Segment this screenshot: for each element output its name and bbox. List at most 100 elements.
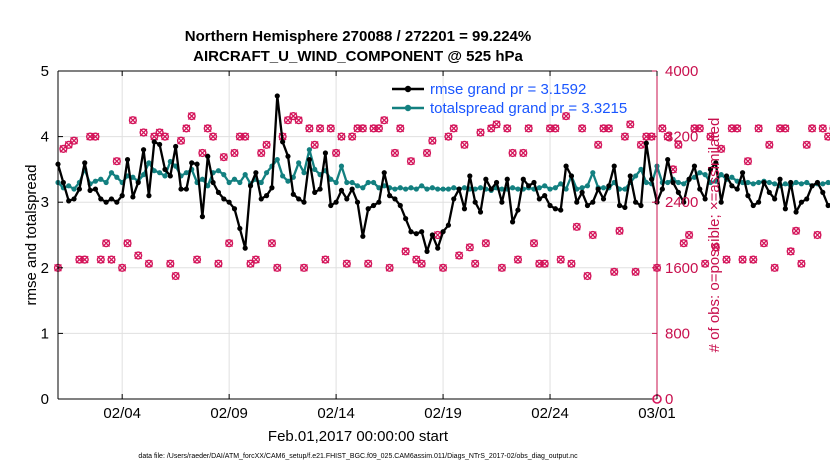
legend-entry-totalspread: totalspread grand pr = 3.3215 <box>392 100 627 117</box>
obs-assimilated-point <box>765 140 774 149</box>
obs-possible-point <box>332 148 341 158</box>
obs-possible-point <box>396 124 405 133</box>
y-left-tick-label: 4 <box>41 129 49 146</box>
rmse-point <box>461 206 468 212</box>
obs-assimilated-point <box>583 272 592 280</box>
totalspread-point <box>766 179 772 186</box>
obs-possible-point <box>663 132 672 141</box>
obs-assimilated-point <box>134 251 143 260</box>
obs-possible-point <box>818 124 827 133</box>
rmse-point <box>665 156 671 163</box>
obs-assimilated-point <box>64 140 73 149</box>
obs-possible-point <box>684 230 694 240</box>
obs-assimilated-point <box>439 263 447 272</box>
totalspread-point <box>584 183 591 189</box>
rmse-point <box>338 187 345 193</box>
obs-possible-point <box>481 239 490 248</box>
rmse-point <box>312 189 318 195</box>
totalspread-point <box>370 179 377 186</box>
totalspread-point <box>590 170 596 176</box>
totalspread-point <box>242 172 248 178</box>
rmse-point <box>595 186 601 192</box>
obs-possible-point <box>176 136 186 145</box>
obs-assimilated-point <box>182 124 191 133</box>
rmse-point <box>301 199 307 205</box>
obs-assimilated-point <box>572 222 581 231</box>
rmse-point <box>531 179 537 186</box>
rmse-point <box>606 183 612 189</box>
y-left-tick-label: 5 <box>41 63 49 80</box>
obs-possible-point <box>321 255 330 264</box>
obs-assimilated-point <box>252 255 260 264</box>
totalspread-point <box>146 160 152 166</box>
rmse-point <box>247 183 254 189</box>
rmse-point <box>520 176 526 182</box>
totalspread-point <box>403 186 409 192</box>
obs-assimilated-point <box>112 157 121 166</box>
obs-possible-point <box>112 157 121 166</box>
obs-possible-point <box>807 124 817 133</box>
rmse-point <box>408 229 414 235</box>
obs-possible-point <box>455 251 464 260</box>
totalspread-point <box>477 185 484 191</box>
rmse-point <box>809 183 815 189</box>
y-axis-right-label: # of obs: o=possible; ×=assimilated <box>706 118 723 353</box>
obs-assimilated-point <box>508 149 517 157</box>
obs-assimilated-point <box>813 231 822 239</box>
obs-possible-point <box>727 124 736 133</box>
obs-assimilated-point <box>380 116 389 125</box>
rmse-point <box>627 173 633 179</box>
obs-possible-point <box>599 124 608 133</box>
rmse-point <box>386 193 393 199</box>
obs-assimilated-point <box>792 227 800 235</box>
rmse-point <box>793 209 799 215</box>
obs-possible-point <box>626 120 635 129</box>
rmse-point <box>424 248 430 254</box>
rmse-point <box>269 185 275 191</box>
obs-assimilated-point <box>145 259 153 268</box>
obs-assimilated-point <box>171 272 180 280</box>
totalspread-point <box>344 179 350 186</box>
obs-possible-point <box>631 267 640 277</box>
obs-assimilated-point <box>342 259 351 268</box>
rmse-point <box>718 199 724 205</box>
obs-assimilated-point <box>717 145 726 153</box>
legend-entry-rmse: rmse grand pr = 3.1592 <box>392 81 586 98</box>
obs-possible-point <box>802 140 811 149</box>
obs-assimilated-point <box>514 255 522 264</box>
obs-assimilated-point <box>209 132 217 141</box>
totalspread-point <box>419 183 425 189</box>
rmse-point <box>691 163 698 169</box>
rmse-point <box>381 170 387 176</box>
obs-possible-point <box>545 124 555 133</box>
y-right-tick-label: 4000 <box>665 63 698 80</box>
rmse-point <box>675 189 681 195</box>
obs-possible-point <box>465 243 474 252</box>
obs-assimilated-point <box>332 149 340 157</box>
totalspread-point <box>157 170 163 176</box>
obs-assimilated-point <box>310 140 319 149</box>
legend-totalspread-label: totalspread grand pr = 3.3215 <box>430 100 627 117</box>
rmse-point <box>445 222 452 228</box>
obs-possible-point <box>85 132 95 141</box>
obs-possible-point <box>519 148 528 158</box>
rmse-point <box>579 189 585 195</box>
rmse-point <box>723 173 730 179</box>
rmse-point <box>285 153 291 159</box>
rmse-point <box>515 207 521 213</box>
obs-assimilated-point <box>610 268 619 276</box>
obs-assimilated-point <box>615 227 624 235</box>
obs-possible-point <box>273 263 282 272</box>
rmse-point <box>451 196 457 202</box>
y-right-tick-label: 0 <box>665 391 673 408</box>
obs-possible-point <box>187 111 196 121</box>
rmse-point <box>296 196 302 202</box>
rmse-point <box>750 202 756 209</box>
y-left-tick-label: 1 <box>41 325 49 342</box>
totalspread-point <box>622 186 628 192</box>
obs-possible-point <box>102 239 111 248</box>
rmse-point <box>130 194 136 200</box>
rmse-point <box>333 199 339 205</box>
rmse-point <box>215 189 222 195</box>
obs-possible-point <box>749 255 758 264</box>
